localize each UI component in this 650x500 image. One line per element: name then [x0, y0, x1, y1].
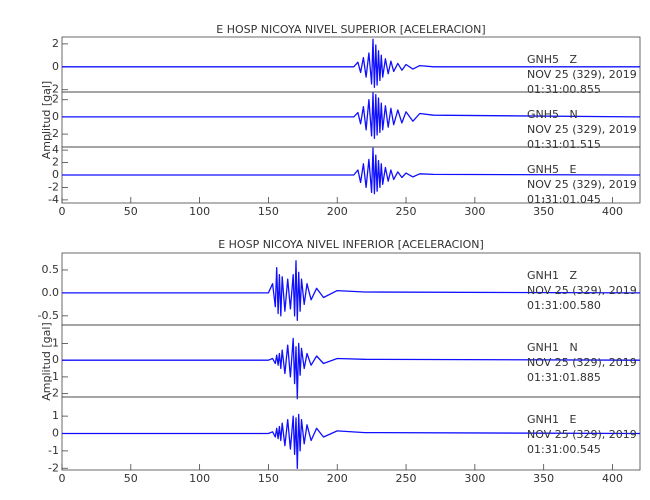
waveform — [62, 337, 641, 400]
x-tick-label: 350 — [533, 472, 554, 485]
y-tick-label: -2 — [48, 180, 59, 193]
y-tick-label: 1 — [52, 336, 59, 349]
x-tick-label: 50 — [124, 205, 138, 218]
x-tick-label: 300 — [464, 472, 485, 485]
y-tick-label: -2 — [48, 83, 59, 96]
y-axis-label: Amplitud [gal] — [40, 81, 53, 159]
y-tick-label: 0 — [52, 60, 59, 73]
station-label: GNH5 E — [527, 163, 577, 176]
y-tick-label: -1 — [48, 370, 59, 383]
date-label: NOV 25 (329), 2019 — [527, 68, 637, 81]
x-tick-label: 100 — [189, 205, 210, 218]
date-label: NOV 25 (329), 2019 — [527, 284, 637, 297]
waveform — [62, 92, 641, 140]
x-tick-label: 200 — [327, 205, 348, 218]
y-tick-label: 0.0 — [42, 286, 60, 299]
time-label: 01:31:01.045 — [527, 193, 601, 206]
y-tick-label: 2 — [52, 156, 59, 169]
x-tick-label: 150 — [258, 205, 279, 218]
date-label: NOV 25 (329), 2019 — [527, 123, 637, 136]
y-tick-label: -4 — [48, 193, 59, 206]
y-tick-label: -2 — [48, 387, 59, 400]
y-tick-label: 1 — [52, 409, 59, 422]
x-tick-label: 100 — [189, 472, 210, 485]
x-tick-label: 200 — [327, 472, 348, 485]
station-label: GNH1 N — [527, 341, 578, 354]
date-label: NOV 25 (329), 2019 — [527, 178, 637, 191]
station-label: GNH5 N — [527, 108, 578, 121]
x-tick-label: 300 — [464, 205, 485, 218]
x-tick-label: 0 — [59, 472, 66, 485]
waveform — [62, 260, 641, 322]
date-label: NOV 25 (329), 2019 — [527, 356, 637, 369]
station-label: GNH5 Z — [527, 53, 578, 66]
time-label: 01:31:01.885 — [527, 371, 601, 384]
x-tick-label: 350 — [533, 205, 554, 218]
station-label: GNH1 E — [527, 413, 577, 426]
y-tick-label: 0 — [52, 353, 59, 366]
y-tick-label: -0.5 — [38, 309, 59, 322]
time-label: 01:31:01.515 — [527, 138, 601, 151]
y-tick-label: 0 — [52, 427, 59, 440]
y-tick-label: 2 — [52, 37, 59, 50]
panel-title: E HOSP NICOYA NIVEL INFERIOR [ACELERACIO… — [218, 238, 484, 251]
y-tick-label: -2 — [48, 461, 59, 474]
x-tick-label: 150 — [258, 472, 279, 485]
y-tick-label: -2 — [48, 127, 59, 140]
time-label: 01:31:00.855 — [527, 83, 601, 96]
time-label: 01:31:00.545 — [527, 443, 601, 456]
x-tick-label: 50 — [124, 472, 138, 485]
x-tick-label: 0 — [59, 205, 66, 218]
date-label: NOV 25 (329), 2019 — [527, 428, 637, 441]
waveform — [62, 413, 641, 469]
time-label: 01:31:00.580 — [527, 299, 601, 312]
x-tick-label: 400 — [602, 472, 623, 485]
panel-title: E HOSP NICOYA NIVEL SUPERIOR [ACELERACIO… — [216, 23, 485, 36]
y-tick-label: 2 — [52, 93, 59, 106]
waveform — [62, 38, 640, 89]
x-tick-label: 250 — [396, 205, 417, 218]
y-tick-label: 0.5 — [42, 263, 60, 276]
y-tick-label: 4 — [52, 143, 59, 156]
y-tick-label: -1 — [48, 444, 59, 457]
y-tick-label: 0 — [52, 110, 59, 123]
y-axis-label: Amplitud [gal] — [40, 322, 53, 400]
y-tick-label: 0 — [52, 168, 59, 181]
station-label: GNH1 Z — [527, 269, 578, 282]
x-tick-label: 400 — [602, 205, 623, 218]
x-tick-label: 250 — [396, 472, 417, 485]
waveform — [62, 147, 641, 195]
